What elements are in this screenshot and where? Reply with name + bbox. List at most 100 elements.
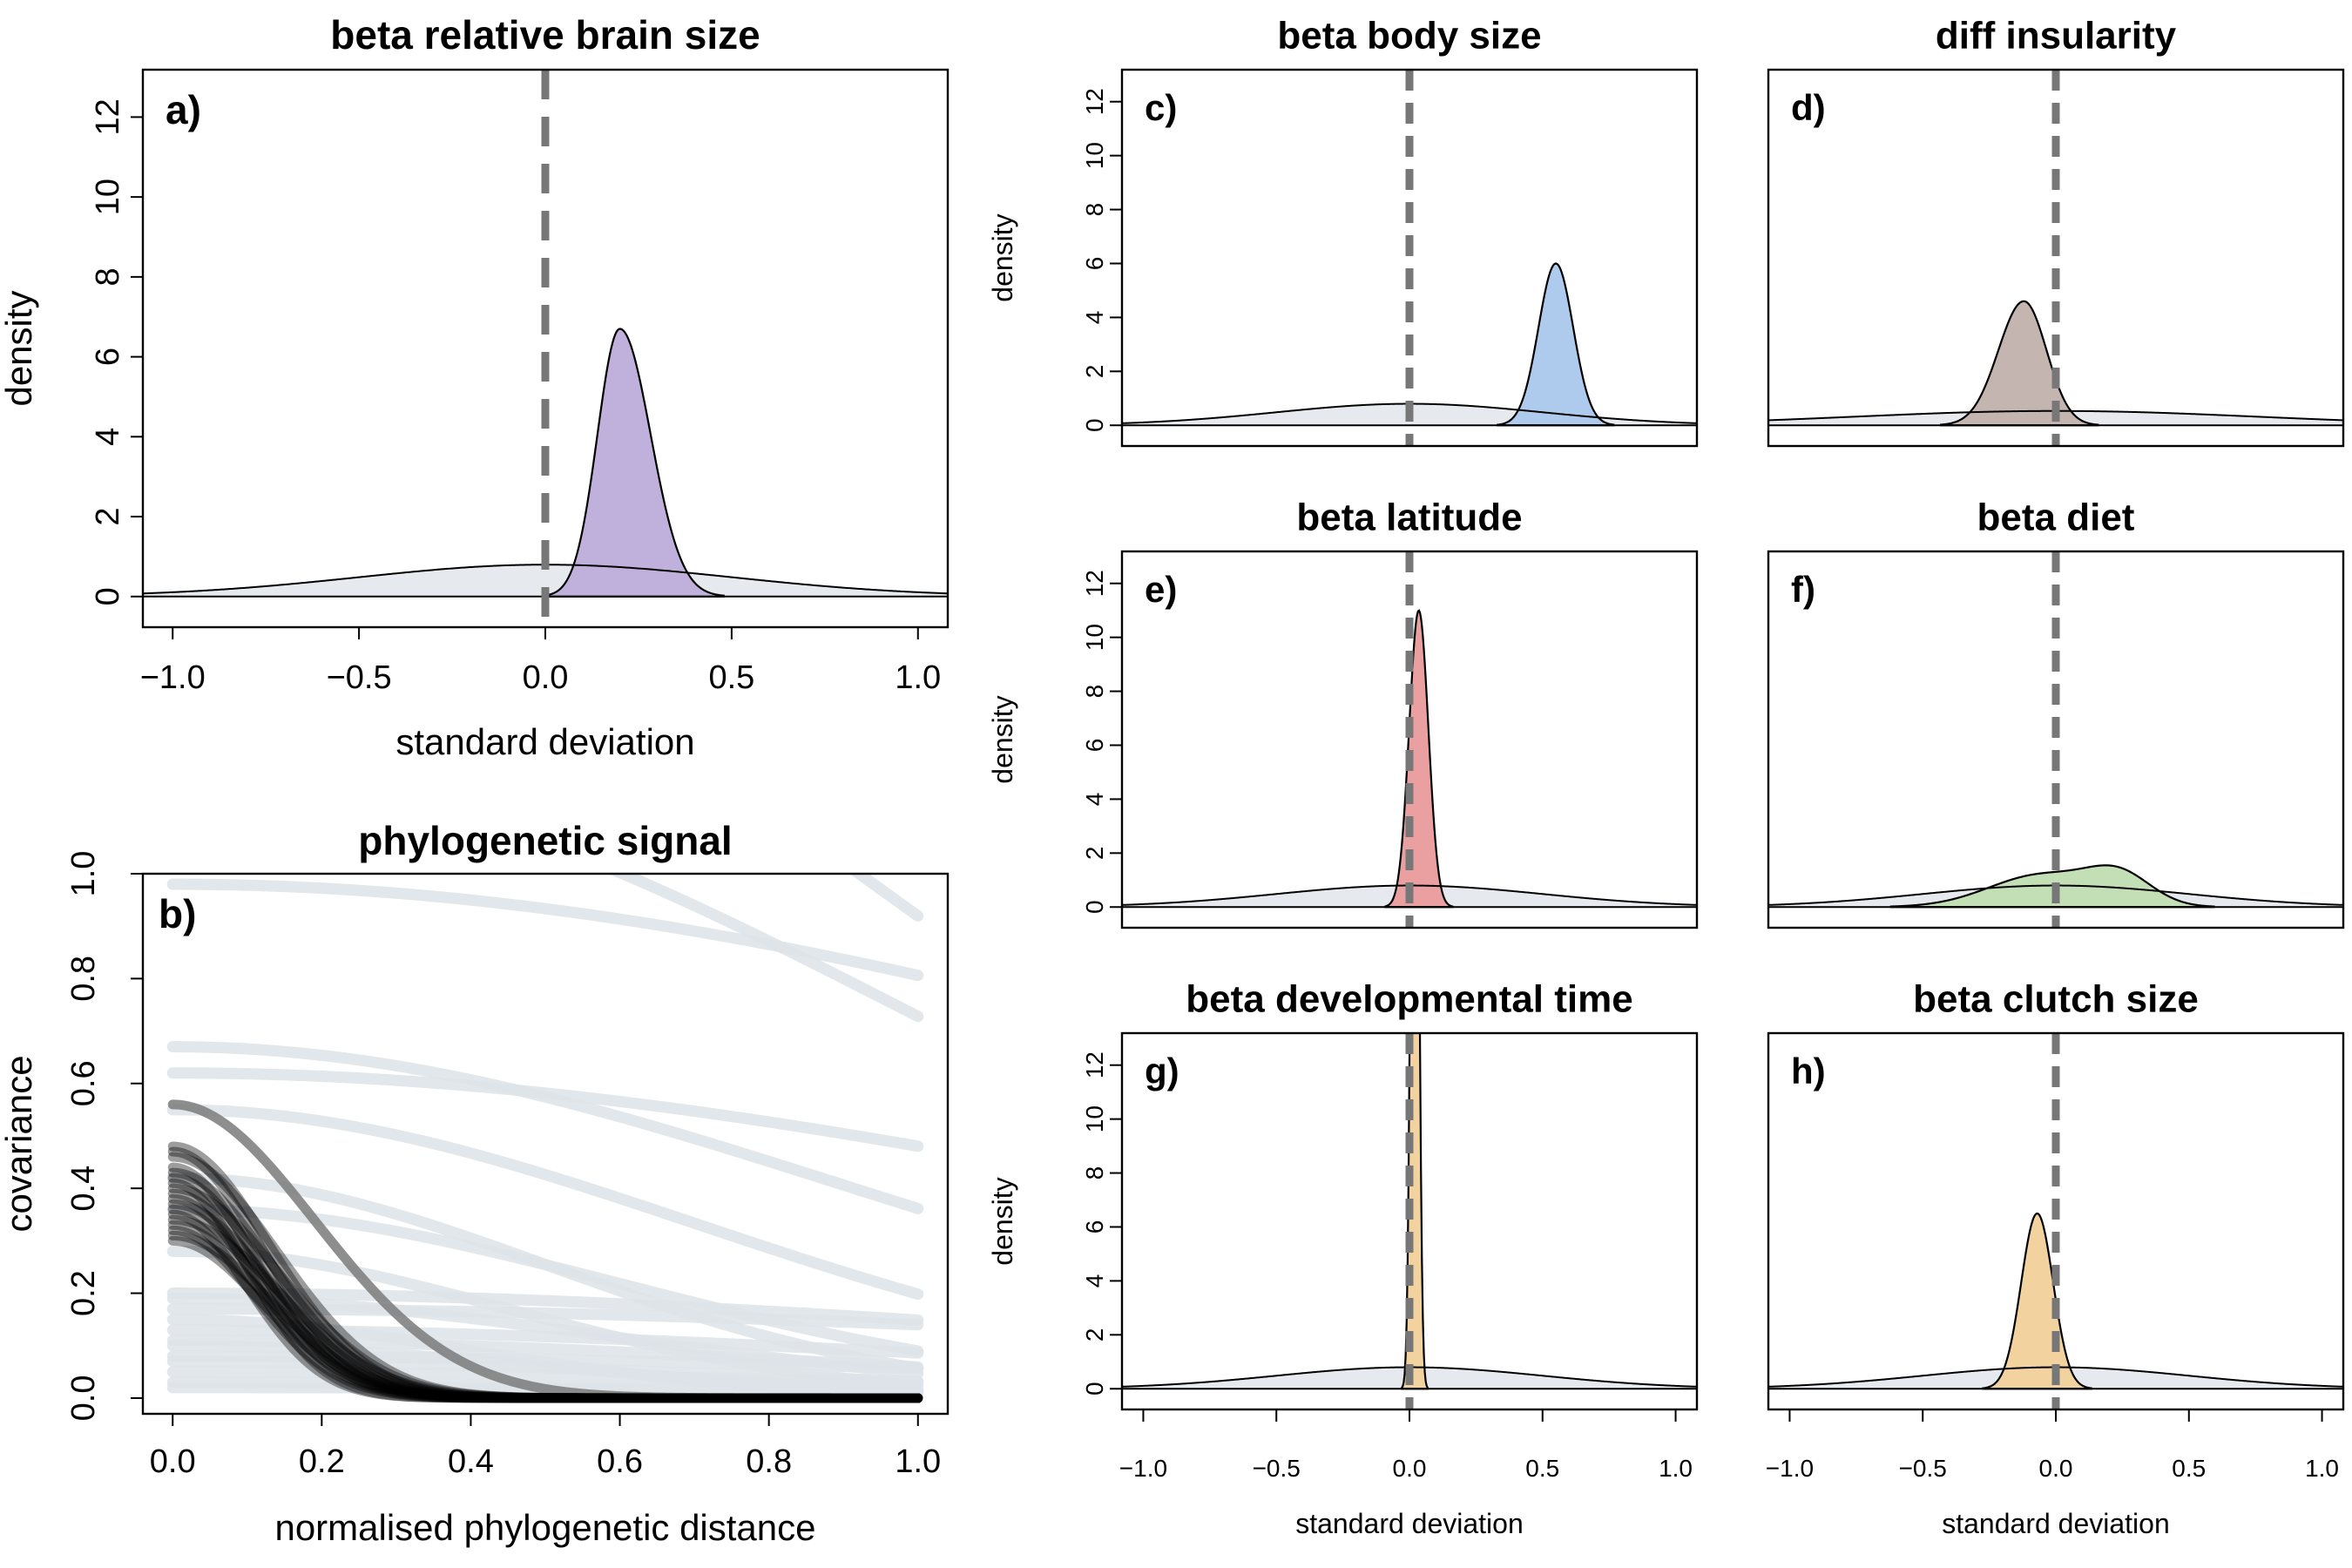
posterior-density-area bbox=[1384, 609, 1454, 909]
posterior-covariance-curve bbox=[167, 1099, 923, 1403]
y-axis-label: covariance bbox=[0, 1055, 39, 1232]
x-tick-label: 0.4 bbox=[448, 1443, 494, 1480]
y-tick-label: 4 bbox=[1081, 1274, 1108, 1288]
y-tick-label: 1.0 bbox=[65, 851, 102, 897]
x-tick-label: −0.5 bbox=[1253, 1455, 1301, 1482]
prior-covariance-curve bbox=[166, 878, 924, 982]
y-tick-label: 0 bbox=[1081, 900, 1108, 914]
posterior-covariance-curve bbox=[167, 1141, 923, 1403]
plot-area-f bbox=[1768, 551, 2343, 928]
prior-covariance-curve bbox=[166, 1067, 924, 1152]
x-tick-label: 0.5 bbox=[1525, 1455, 1559, 1482]
panel-label: f) bbox=[1791, 569, 1815, 610]
panel-label: g) bbox=[1145, 1051, 1179, 1092]
panel-a: beta relative brain size a) 0 2 4 6 8 10 12 densi… bbox=[0, 12, 950, 762]
y-tick-label: 6 bbox=[1081, 739, 1108, 753]
x-tick-label: 0.2 bbox=[299, 1443, 345, 1480]
panel-h: beta clutch size h) −1.0 −0.5 0.0 0.5 1.0 stand… bbox=[1766, 977, 2345, 1539]
posterior-covariance-curve bbox=[167, 1214, 923, 1403]
y-tick-label: 0.4 bbox=[65, 1166, 102, 1212]
panel-label: b) bbox=[159, 891, 196, 936]
panel-label: c) bbox=[1145, 87, 1177, 128]
y-tick-label: 12 bbox=[1081, 570, 1108, 597]
panel-label: h) bbox=[1791, 1051, 1826, 1092]
panel-title: beta relative brain size bbox=[330, 12, 760, 57]
posterior-covariance-curve bbox=[167, 1178, 923, 1403]
panel-label: e) bbox=[1145, 569, 1177, 610]
plot-frame bbox=[1120, 68, 1699, 448]
x-tick-label: 0.0 bbox=[523, 659, 569, 696]
panel-title: beta diet bbox=[1977, 496, 2135, 538]
plot-area-b bbox=[166, 874, 924, 1403]
y-tick-label: 4 bbox=[1081, 311, 1108, 325]
panel-title: beta clutch size bbox=[1913, 977, 2199, 1020]
y-tick-label: 8 bbox=[90, 267, 126, 286]
posterior-covariance-curve bbox=[167, 1204, 923, 1403]
y-tick-label: 10 bbox=[1081, 1105, 1108, 1132]
posterior-covariance-curve bbox=[167, 1152, 923, 1403]
x-tick-label: 0.5 bbox=[708, 659, 754, 696]
plot-area-h bbox=[1768, 1033, 2343, 1409]
x-tick-label: −0.5 bbox=[327, 659, 392, 696]
y-tick-label: 0.2 bbox=[65, 1270, 102, 1316]
y-axis-label: density bbox=[987, 1177, 1018, 1265]
posterior-covariance-curve bbox=[167, 1199, 923, 1403]
x-tick-label: −1.0 bbox=[1766, 1455, 1814, 1482]
y-tick-label: 6 bbox=[1081, 257, 1108, 271]
plot-area-d bbox=[1768, 70, 2343, 446]
y-tick-label: 0.0 bbox=[65, 1375, 102, 1422]
posterior-covariance-curve bbox=[167, 1230, 923, 1403]
y-tick-label: 0.6 bbox=[65, 1060, 102, 1106]
plot-frame bbox=[1767, 550, 2345, 929]
x-tick-label: −1.0 bbox=[140, 659, 206, 696]
panel-label: a) bbox=[166, 87, 201, 132]
y-tick-label: 2 bbox=[1081, 1328, 1108, 1342]
posterior-covariance-curve bbox=[167, 1188, 923, 1403]
y-tick-label: 2 bbox=[90, 507, 126, 525]
prior-covariance-curve bbox=[608, 874, 924, 1023]
y-tick-label: 2 bbox=[1081, 847, 1108, 861]
posterior-density-area bbox=[1939, 300, 2099, 427]
prior-covariance-curve bbox=[166, 1203, 924, 1357]
panel-title: beta body size bbox=[1277, 14, 1541, 57]
y-axis-label: density bbox=[0, 290, 39, 406]
posterior-covariance-curve bbox=[167, 1146, 923, 1403]
prior-covariance-curve bbox=[166, 1104, 924, 1301]
panel-f: beta diet f) bbox=[1767, 496, 2345, 929]
x-axis-label: standard deviation bbox=[395, 721, 694, 762]
y-tick-label: 6 bbox=[90, 348, 126, 366]
panel-title: beta developmental time bbox=[1186, 977, 1632, 1020]
x-axis-label: normalised phylogenetic distance bbox=[274, 1507, 815, 1548]
x-tick-label: 0.0 bbox=[2039, 1455, 2073, 1482]
x-tick-label: −1.0 bbox=[1119, 1455, 1167, 1482]
posterior-covariance-curve bbox=[167, 1193, 923, 1403]
panel-label: d) bbox=[1791, 87, 1826, 128]
y-tick-label: 8 bbox=[1081, 685, 1108, 699]
panel-b: phylogenetic signal b) 0.0 0.2 0.4 0.6 0.8 1.0 c… bbox=[0, 818, 950, 1548]
panel-d: diff insularity d) bbox=[1767, 14, 2345, 448]
posterior-density-area bbox=[1982, 1212, 2092, 1390]
x-tick-label: 1.0 bbox=[895, 1443, 941, 1480]
plot-area-a bbox=[143, 70, 948, 627]
panel-e: beta latitude e) 0 2 4 6 8 10 12 density bbox=[987, 496, 1699, 929]
x-axis-label: standard deviation bbox=[1942, 1508, 2170, 1539]
plot-frame bbox=[1767, 68, 2345, 448]
x-tick-label: 0.5 bbox=[2172, 1455, 2206, 1482]
y-tick-label: 12 bbox=[1081, 1051, 1108, 1078]
x-tick-label: 1.0 bbox=[1659, 1455, 1693, 1482]
y-axis-label: density bbox=[987, 213, 1018, 301]
panel-c: beta body size c) 0 2 4 6 8 10 12 density bbox=[987, 14, 1699, 448]
y-tick-label: 0.8 bbox=[65, 956, 102, 1002]
y-tick-label: 12 bbox=[90, 98, 126, 135]
posterior-density-area bbox=[1497, 262, 1615, 427]
x-tick-label: 0.0 bbox=[1393, 1455, 1427, 1482]
panel-title: phylogenetic signal bbox=[358, 818, 732, 863]
y-tick-label: 0 bbox=[90, 587, 126, 605]
plot-area-e bbox=[1122, 551, 1697, 928]
y-tick-label: 10 bbox=[1081, 624, 1108, 651]
y-tick-label: 0 bbox=[1081, 418, 1108, 432]
y-axis-label: density bbox=[987, 695, 1018, 783]
x-tick-label: 1.0 bbox=[895, 659, 941, 696]
posterior-covariance-curve bbox=[167, 1209, 923, 1403]
